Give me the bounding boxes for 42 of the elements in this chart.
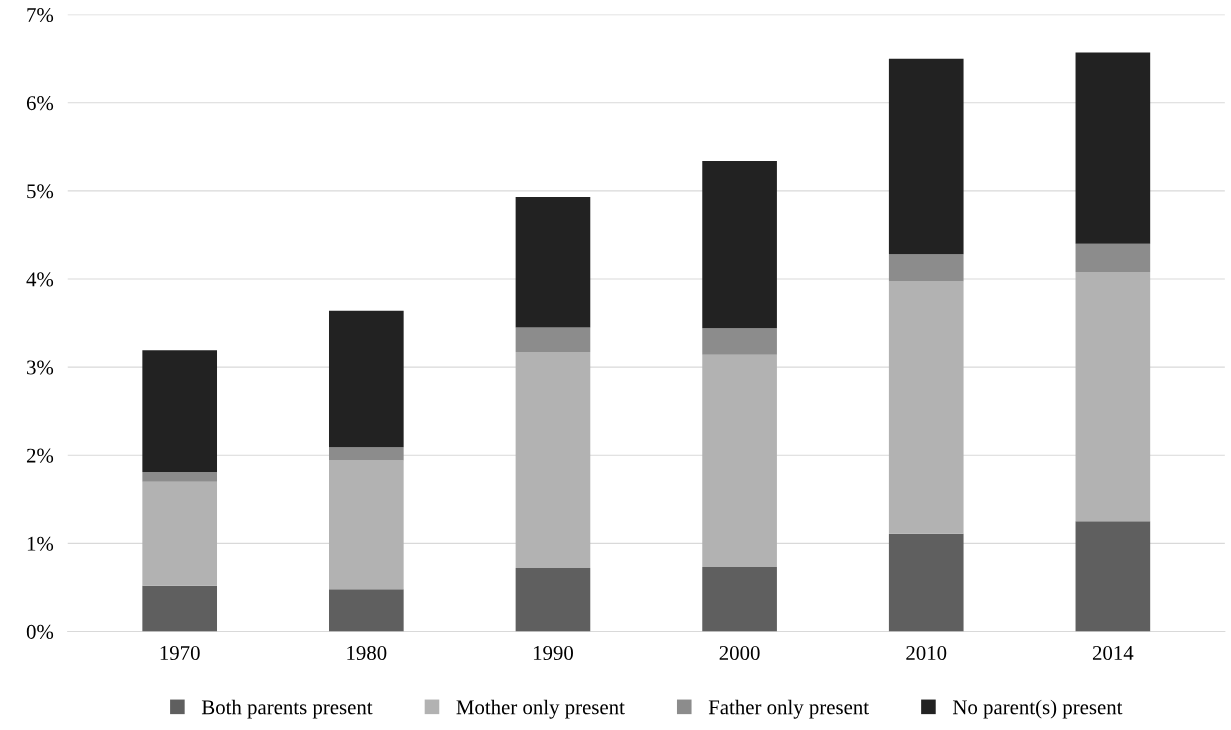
y-tick-label: 2% [26, 448, 54, 463]
x-tick-label: 1990 [533, 645, 573, 660]
bar [702, 354, 777, 568]
x-tick-label: 2000 [719, 645, 760, 660]
bar [328, 447, 404, 461]
y-tick-label: 0% [26, 624, 54, 639]
bar [702, 160, 777, 329]
bar [888, 58, 964, 255]
legend-label: Mother only present [456, 699, 625, 719]
y-tick-label: 4% [26, 272, 54, 287]
x-tick-label: 1980 [347, 645, 387, 660]
bar [142, 350, 218, 472]
legend-label: No parent(s) present [952, 699, 1123, 719]
bar [515, 197, 591, 328]
bar [328, 460, 404, 590]
bar [702, 328, 777, 355]
legend-label: Father only present [708, 699, 869, 719]
bar [1075, 243, 1151, 272]
bar [142, 471, 218, 482]
bar [142, 481, 218, 586]
legend-label: Both parents present [201, 699, 373, 719]
bar [888, 281, 964, 534]
y-tick-label: 6% [26, 96, 54, 111]
bar [515, 568, 591, 632]
bar [328, 589, 404, 632]
y-tick-label: 7% [27, 7, 54, 23]
bar [515, 352, 591, 568]
x-tick-label: 2010 [906, 645, 947, 660]
x-tick-label: 2014 [1092, 645, 1134, 660]
y-tick-label: 5% [27, 184, 54, 199]
bar [702, 567, 777, 632]
bar [888, 254, 964, 282]
bar [328, 310, 404, 448]
bar [1075, 521, 1151, 632]
bar [888, 533, 964, 632]
bar [1075, 52, 1151, 244]
bar [515, 327, 591, 353]
bar [1075, 271, 1151, 522]
y-tick-label: 3% [27, 360, 54, 375]
y-tick-label: 1% [27, 536, 54, 551]
x-tick-label: 1970 [160, 645, 200, 660]
bar [142, 585, 218, 632]
